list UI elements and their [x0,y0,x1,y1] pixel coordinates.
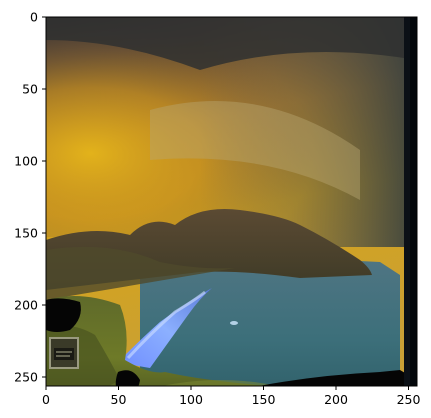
y-tick-label: 50 [22,82,38,97]
x-tick-label: 100 [179,392,203,407]
x-axis: 0 50 100 150 200 250 [42,386,420,407]
x-tick-label: 50 [111,392,127,407]
y-tick-label: 200 [14,298,38,313]
x-tick-label: 150 [252,392,276,407]
x-tick-label: 200 [324,392,348,407]
y-tick-label: 0 [30,10,38,25]
y-axis: 0 50 100 150 200 250 [14,10,46,385]
y-tick-label: 100 [14,154,38,169]
y-tick-label: 250 [14,370,38,385]
x-tick-label: 0 [42,392,50,407]
image-content [46,17,417,386]
y-tick-label: 150 [14,226,38,241]
x-tick-label: 250 [397,392,421,407]
axes-frame [45,16,418,387]
